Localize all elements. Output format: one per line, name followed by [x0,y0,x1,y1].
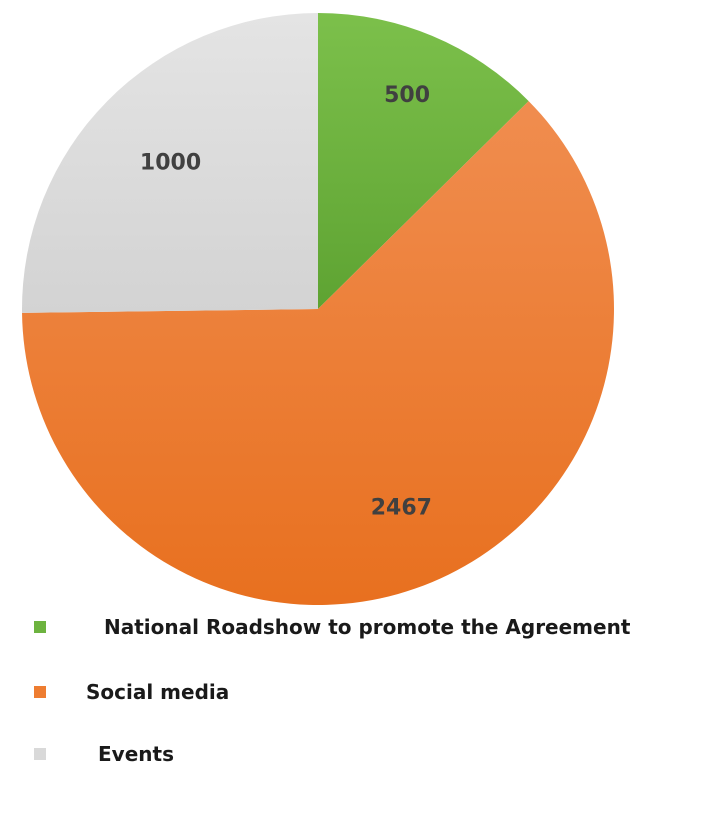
legend-label: Social media [86,680,230,704]
legend-item-social-media: Social media [34,677,229,707]
pie-slice-events [22,13,318,313]
pie-chart: 500 2467 1000 [22,13,615,605]
legend-item-national-roadshow: National Roadshow to promote the Agreeme… [34,612,630,642]
legend-item-events: Events [34,739,174,769]
pie-slice-national-roadshow [318,13,529,309]
pie-slice-social-media [22,101,615,605]
legend-label: Events [98,742,174,766]
legend-swatch-green [34,621,46,633]
pie-data-label-social-media: 2467 [371,495,432,520]
legend-label: National Roadshow to promote the Agreeme… [104,615,631,639]
legend-swatch-orange [34,686,46,698]
pie-data-label-national-roadshow: 500 [384,83,430,108]
pie-data-label-events: 1000 [140,150,201,175]
legend: National Roadshow to promote the Agreeme… [0,600,717,823]
legend-swatch-gray [34,748,46,760]
